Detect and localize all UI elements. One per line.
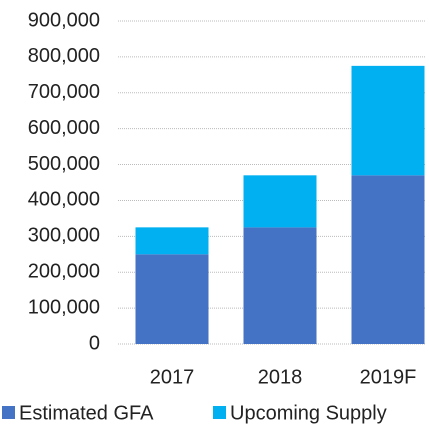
- y-tick-label: 900,000: [28, 9, 100, 31]
- x-tick-label: 2019F: [360, 366, 417, 388]
- y-tick-label: 700,000: [28, 81, 100, 103]
- y-tick-label: 100,000: [28, 296, 100, 318]
- x-tick-label: 2018: [258, 366, 303, 388]
- bar-segment: [135, 254, 209, 344]
- bar-segment: [243, 227, 317, 344]
- y-tick-label: 200,000: [28, 261, 100, 283]
- y-tick-label: 400,000: [28, 189, 100, 211]
- y-tick-label: 600,000: [28, 117, 100, 139]
- legend-swatch: [213, 406, 226, 419]
- bar-segment: [135, 227, 209, 255]
- y-tick-label: 300,000: [28, 225, 100, 247]
- y-tick-label: 800,000: [28, 45, 100, 67]
- x-tick-label: 2017: [150, 366, 195, 388]
- legend-swatch: [2, 406, 15, 419]
- legend-label: Upcoming Supply: [230, 402, 387, 424]
- legend-label: Estimated GFA: [19, 402, 154, 424]
- bar-segment: [351, 65, 425, 176]
- bar-segment: [351, 175, 425, 344]
- bar-segment: [243, 175, 317, 228]
- y-tick-label: 500,000: [28, 153, 100, 175]
- y-tick-label: 0: [89, 332, 100, 354]
